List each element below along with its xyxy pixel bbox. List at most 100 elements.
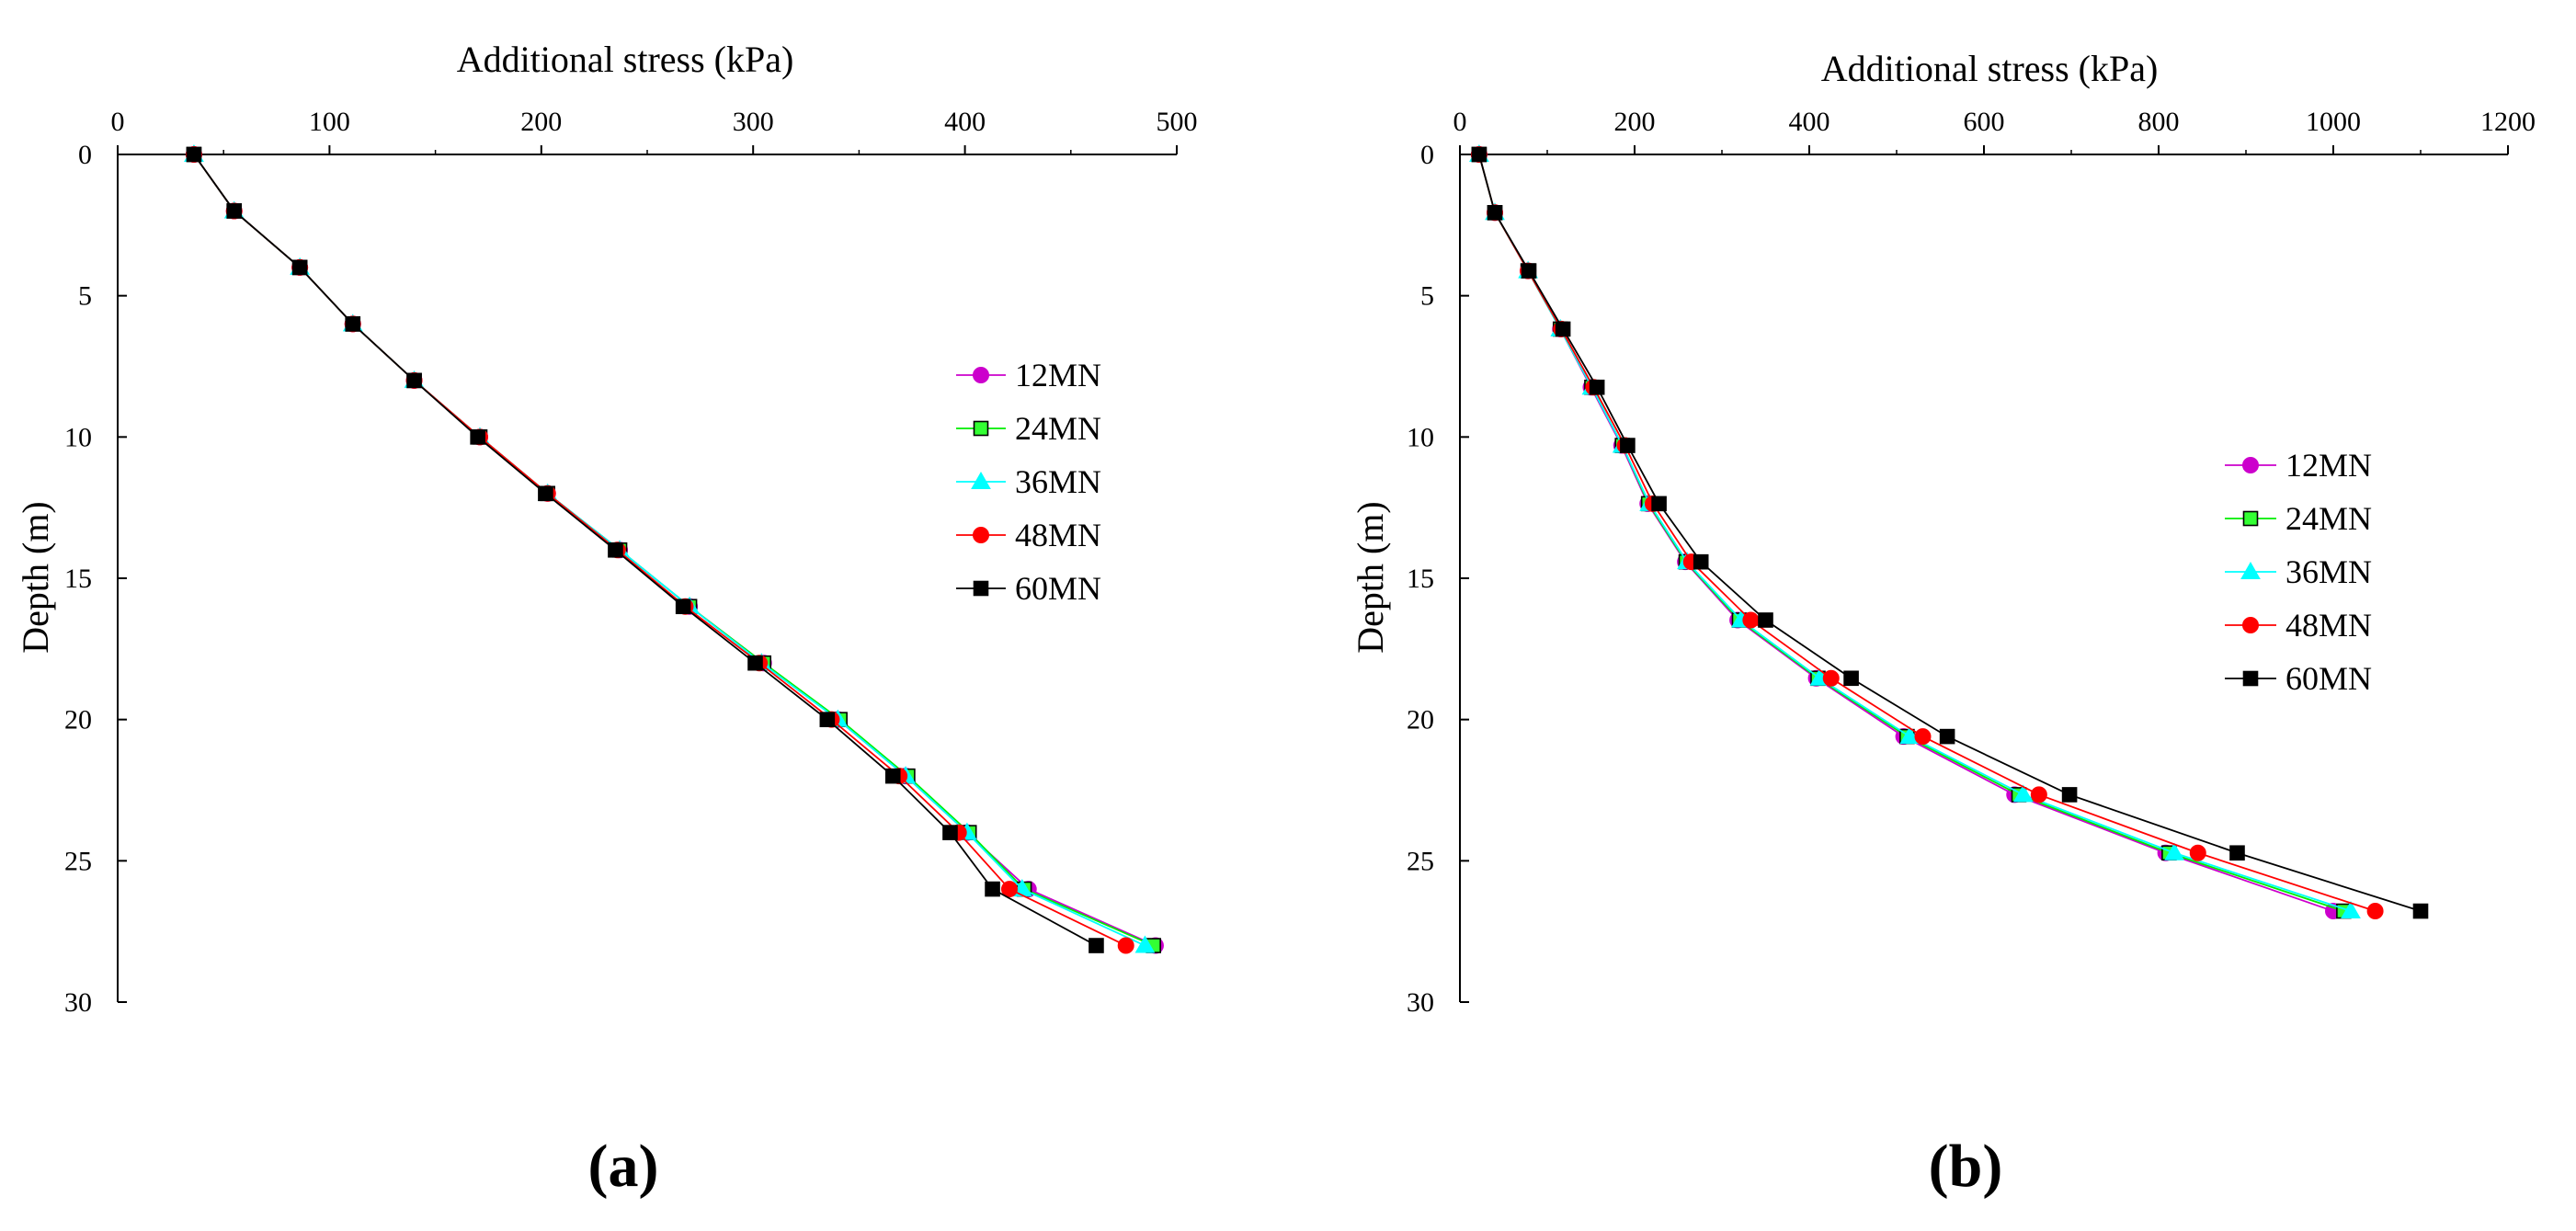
data-point-60MN	[1521, 263, 1537, 279]
x-tick-label: 300	[733, 107, 774, 137]
y-tick-label: 25	[64, 846, 92, 876]
data-point-60MN	[538, 485, 553, 502]
data-point-48MN	[2366, 903, 2384, 920]
legend-marker-60MN	[973, 580, 989, 597]
data-point-60MN	[1589, 379, 1605, 395]
data-point-60MN	[884, 768, 901, 784]
data-point-60MN	[1843, 670, 1859, 687]
legend-marker-48MN	[973, 527, 989, 543]
data-point-36MN	[2012, 784, 2034, 803]
legend-marker-24MN	[2242, 510, 2259, 527]
data-point-60MN	[985, 881, 1000, 897]
data-point-60MN	[608, 541, 623, 558]
legend-label-48MN: 48MN	[2285, 607, 2372, 644]
legend-marker-60MN	[2242, 670, 2259, 687]
y-tick-label: 20	[1407, 705, 1434, 735]
data-point-48MN	[1914, 728, 1932, 746]
data-point-60MN	[1487, 205, 1503, 221]
series-line-48MN	[1478, 154, 2376, 912]
data-point-60MN	[1758, 612, 1773, 628]
data-point-60MN	[819, 712, 836, 727]
legend-marker-48MN	[2242, 617, 2259, 633]
data-point-60MN	[1471, 146, 1487, 163]
y-tick-label: 30	[64, 987, 92, 1018]
legend-label-60MN: 60MN	[2285, 660, 2372, 697]
legend-label-36MN: 36MN	[2285, 553, 2372, 590]
data-point-60MN	[345, 316, 361, 332]
y-tick-label: 5	[1420, 281, 1434, 312]
legend-label-24MN: 24MN	[1015, 410, 1101, 447]
data-point-60MN	[1089, 938, 1104, 953]
y-tick-label: 15	[1407, 564, 1434, 594]
panel-b: 0 200 400 600 800 1000 1200 0 5 10 15 20 25 30 Additio…	[1350, 48, 2536, 1200]
data-point-60MN	[1555, 321, 1571, 337]
data-point-60MN	[747, 655, 763, 671]
data-point-36MN	[2164, 842, 2184, 861]
data-point-60MN	[291, 259, 308, 276]
y-axis-title: Depth (m)	[1350, 501, 1391, 654]
data-point-48MN	[1117, 937, 1134, 954]
y-axis-title: Depth (m)	[15, 501, 56, 654]
data-point-60MN	[406, 372, 422, 389]
data-point-60MN	[470, 429, 485, 445]
data-point-36MN	[2341, 901, 2361, 919]
y-tick-label: 10	[64, 422, 92, 452]
series-line-60MN	[1478, 154, 2422, 912]
x-tick-label: 1000	[2306, 107, 2361, 137]
legend-marker-36MN	[2240, 561, 2261, 579]
legend-marker-12MN	[2242, 457, 2259, 473]
x-tick-label: 0	[1453, 107, 1467, 137]
y-tick-label: 10	[1407, 422, 1434, 452]
y-tick-label: 30	[1407, 987, 1434, 1018]
x-axis-title: Additional stress (kPa)	[457, 39, 794, 80]
y-tick-label: 20	[64, 705, 92, 735]
legend-label-12MN: 12MN	[1015, 357, 1101, 393]
data-point-36MN	[1899, 726, 1921, 745]
x-tick-label: 400	[944, 107, 986, 137]
series-line-12MN	[1478, 154, 2334, 912]
x-axis-title: Additional stress (kPa)	[1821, 48, 2159, 89]
x-tick-label: 600	[1964, 107, 2005, 137]
panel-label: (a)	[588, 1133, 659, 1200]
data-point-60MN	[1620, 438, 1636, 453]
x-tick-label: 800	[2138, 107, 2180, 137]
data-point-60MN	[942, 825, 958, 840]
y-tick-label: 0	[78, 140, 92, 170]
y-tick-label: 0	[1420, 140, 1434, 170]
data-point-60MN	[1939, 728, 1955, 745]
x-tick-label: 400	[1789, 107, 1830, 137]
data-point-48MN	[2189, 844, 2206, 861]
series-line-24MN	[193, 154, 1155, 947]
x-tick-label: 1200	[2480, 107, 2536, 137]
legend-marker-36MN	[971, 471, 991, 489]
y-tick-label: 25	[1407, 846, 1434, 876]
legend-label-36MN: 36MN	[1015, 463, 1101, 500]
x-tick-label: 200	[1614, 107, 1656, 137]
data-point-60MN	[675, 598, 691, 615]
legend-label-48MN: 48MN	[1015, 517, 1101, 553]
x-tick-label: 500	[1157, 107, 1198, 137]
series-line-36MN	[1478, 154, 2352, 912]
data-point-60MN	[2061, 787, 2078, 803]
legend-label-24MN: 24MN	[2285, 500, 2372, 537]
legend-label-12MN: 12MN	[2285, 447, 2372, 484]
data-point-60MN	[186, 146, 202, 163]
data-point-48MN	[1742, 611, 1760, 629]
legend-marker-24MN	[973, 420, 989, 437]
data-point-48MN	[1000, 881, 1018, 898]
data-point-48MN	[2030, 786, 2047, 804]
y-tick-label: 15	[64, 564, 92, 594]
series-line-36MN	[193, 154, 1146, 947]
data-point-60MN	[2412, 903, 2429, 919]
data-point-48MN	[1822, 669, 1840, 687]
series-line-24MN	[1478, 154, 2344, 912]
panel-a: 0 100 200 300 400 500 0 5 10 15 20 25 30 Additional s…	[15, 39, 1198, 1200]
series-line-48MN	[193, 154, 1127, 947]
x-tick-label: 0	[111, 107, 125, 137]
x-tick-label: 100	[309, 107, 350, 137]
legend-label-60MN: 60MN	[1015, 570, 1101, 607]
legend-marker-12MN	[973, 367, 989, 383]
series-line-12MN	[193, 154, 1157, 947]
